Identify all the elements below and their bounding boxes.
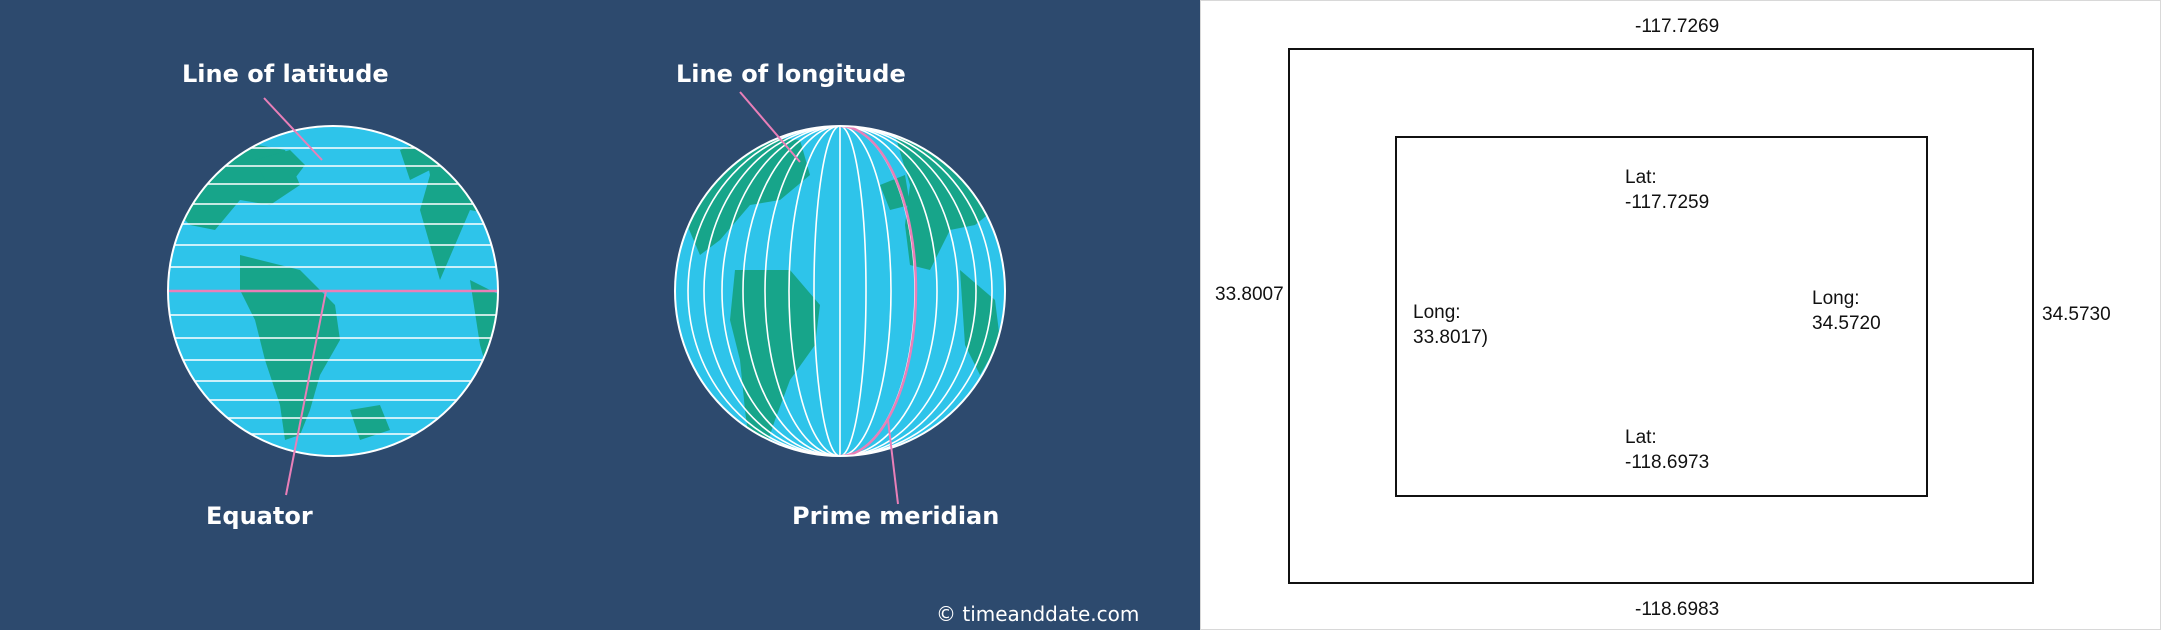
prime-meridian-pointer: [887, 419, 899, 505]
outer-left-value: 33.8007: [1215, 284, 1284, 305]
outer-top-value: -117.7269: [1635, 16, 1720, 37]
inner-left-value: 33.8017): [1413, 326, 1489, 348]
outer-box: [1288, 48, 2034, 584]
inner-bottom-label: Lat:: [1625, 427, 1657, 448]
inner-top-value: -117.7259: [1625, 191, 1710, 213]
prime-meridian-label: Prime meridian: [792, 502, 1000, 530]
inner-right-value: 34.5720: [1812, 312, 1881, 334]
globes-illustration: [167, 91, 1006, 505]
longitude-label: Line of longitude: [676, 60, 906, 88]
inner-top-label: Lat:: [1625, 167, 1657, 188]
inner-bottom-value: -118.6973: [1625, 451, 1710, 473]
globe-outline: [167, 125, 499, 457]
inner-bottom-coord: Lat: -118.6973: [1625, 426, 1709, 475]
outer-bottom-value: -118.6983: [1635, 599, 1720, 620]
longitude-lines: [687, 126, 993, 456]
globe-panel: Line of latitude Equator Line of longitu…: [0, 0, 1200, 630]
inner-left-label: Long:: [1413, 302, 1461, 323]
prime-meridian-line: [839, 126, 918, 456]
inner-left-coord: Long: 33.8017): [1413, 301, 1488, 350]
equator-pointer: [285, 290, 327, 496]
longitude-globe: [674, 91, 1006, 505]
inner-top-coord: Lat: -117.7259: [1625, 166, 1709, 215]
latitude-pointer: [263, 97, 323, 161]
latitude-globe: [167, 97, 499, 496]
equator-label: Equator: [206, 502, 313, 530]
globe-outline: [674, 125, 1006, 457]
credit-text: © timeanddate.com: [936, 602, 1140, 626]
inner-right-coord: Long: 34.5720: [1812, 287, 1881, 336]
longitude-pointer: [739, 91, 801, 163]
inner-right-label: Long:: [1812, 288, 1860, 309]
continents: [675, 135, 1000, 450]
bounding-box-panel: -117.7269 -118.6983 33.8007 34.5730 Lat:…: [1200, 0, 2161, 630]
inner-box: [1395, 136, 1928, 497]
latitude-label: Line of latitude: [182, 60, 389, 88]
outer-right-value: 34.5730: [2042, 304, 2111, 325]
